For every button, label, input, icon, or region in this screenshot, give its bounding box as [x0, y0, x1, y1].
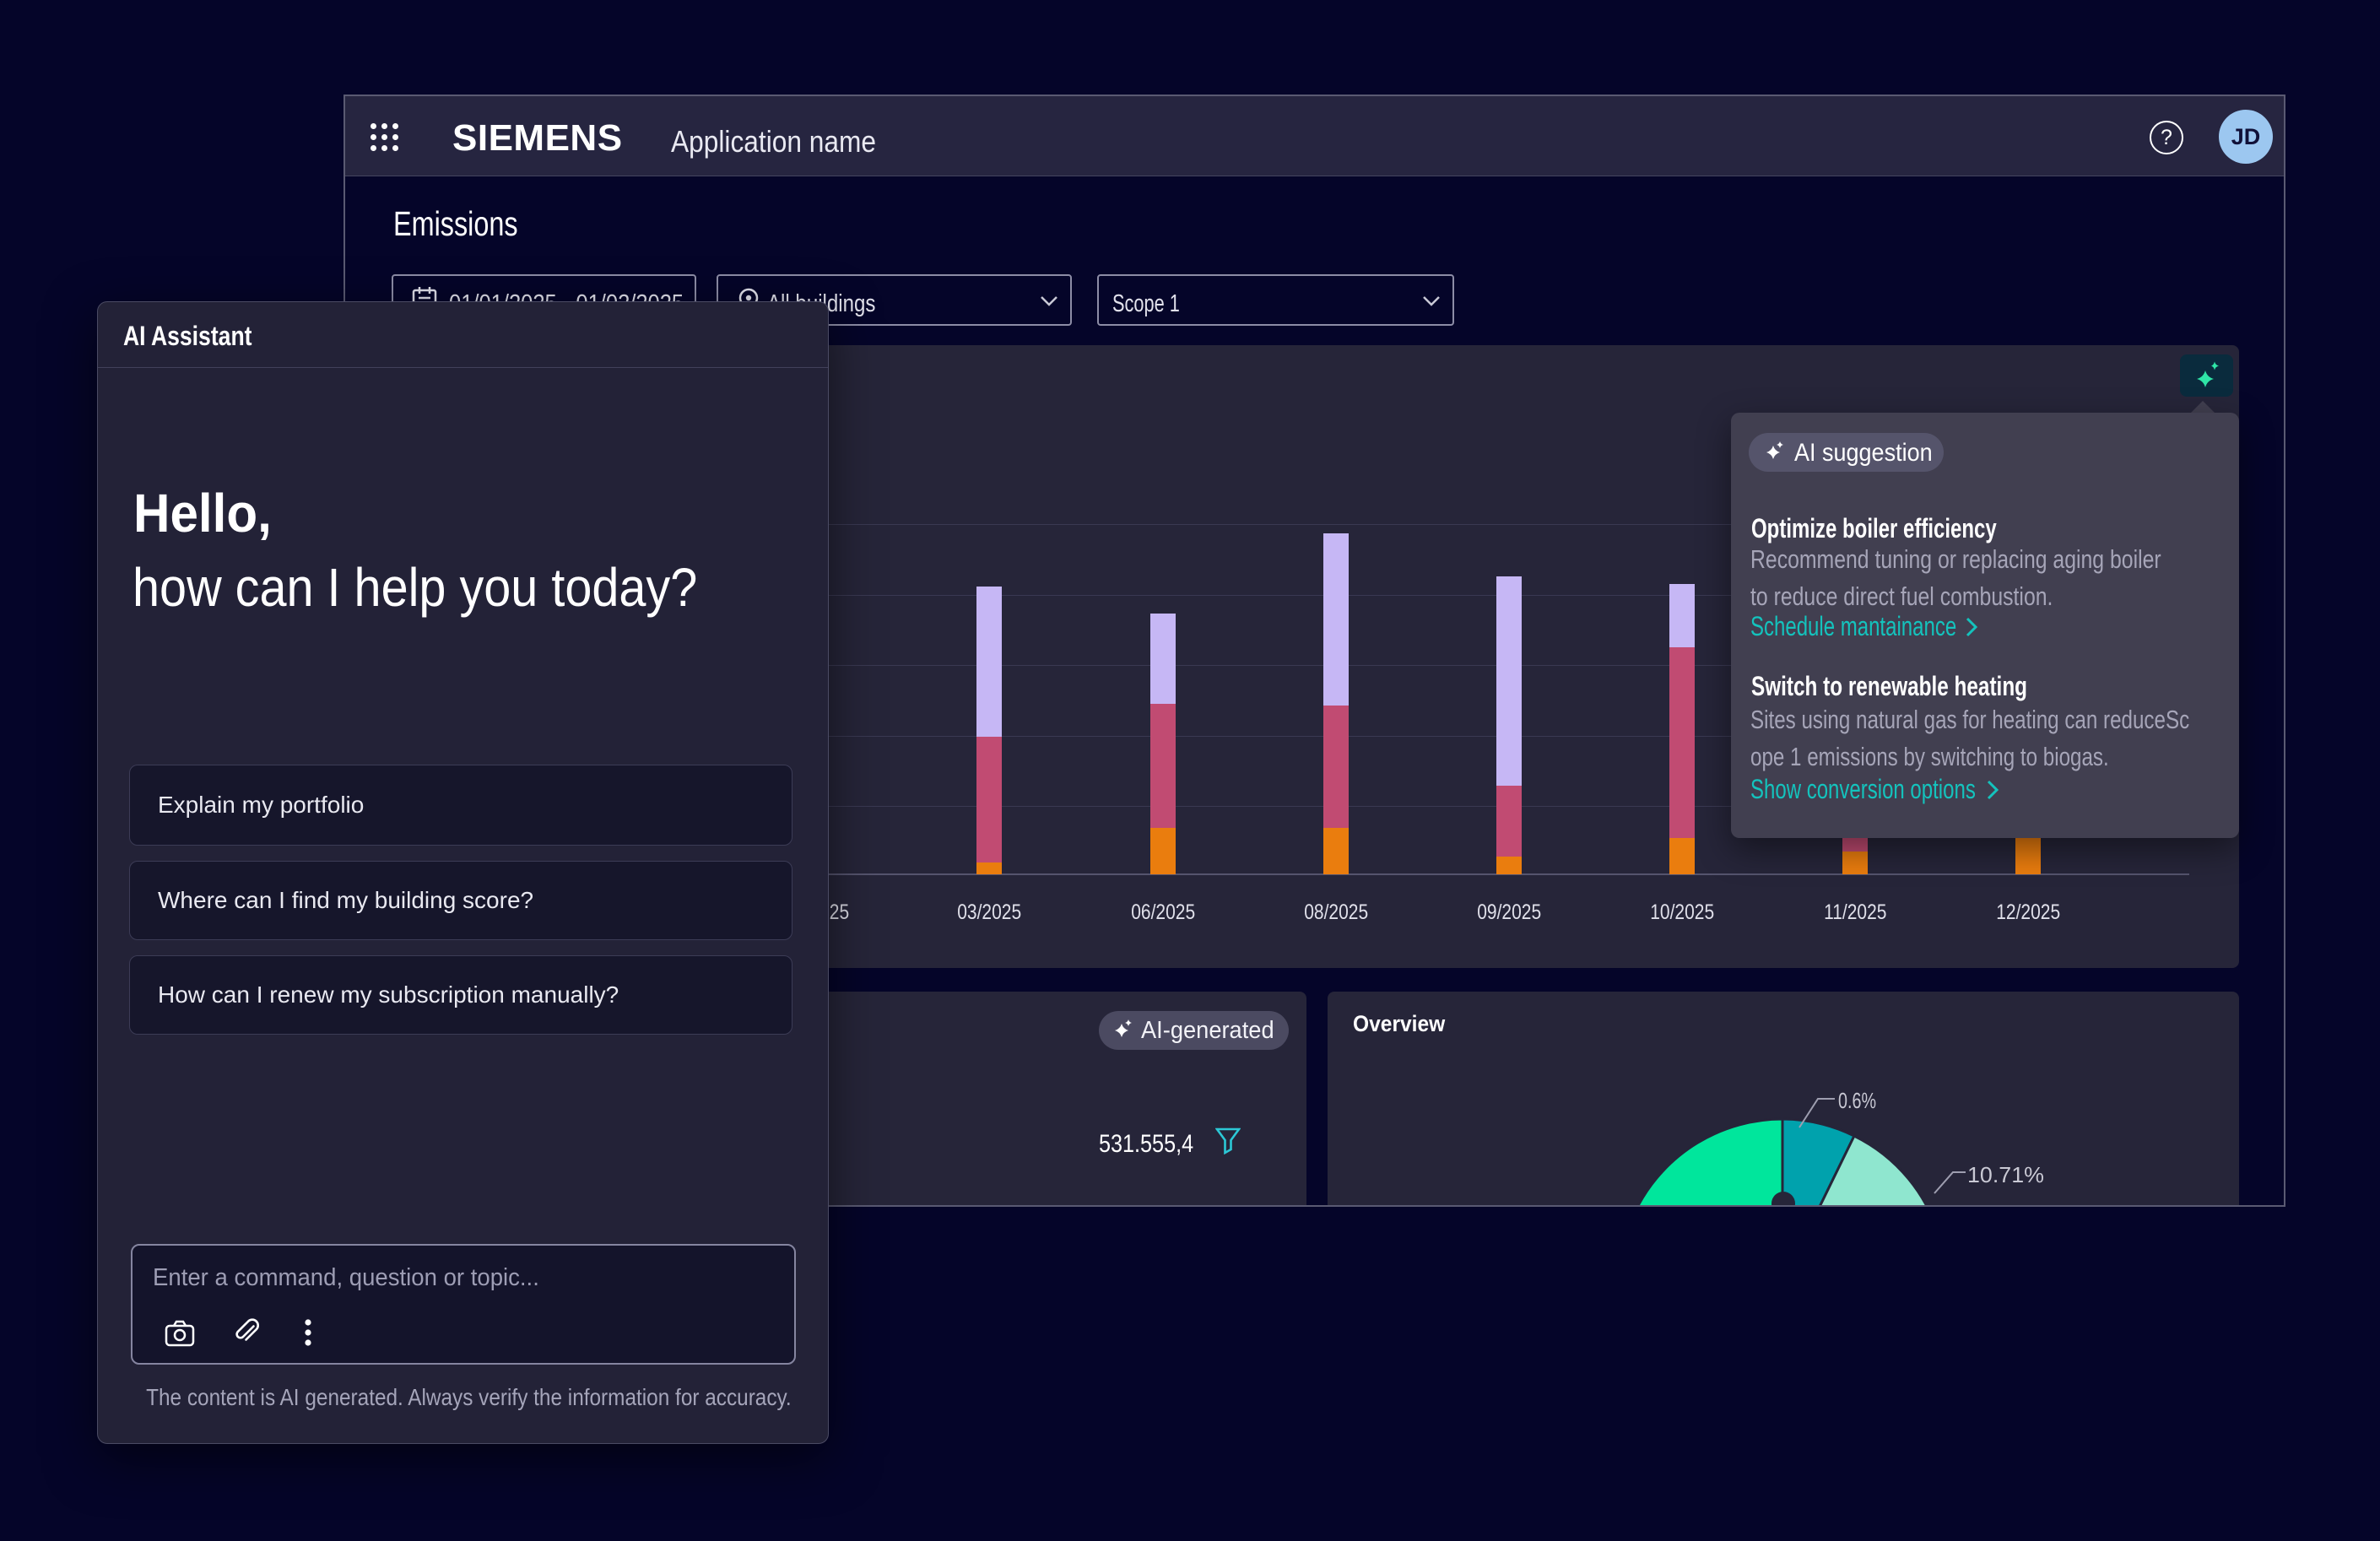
svg-text:10.71%: 10.71%: [1967, 1162, 2044, 1187]
svg-text:0.6%: 0.6%: [1838, 1088, 1876, 1113]
